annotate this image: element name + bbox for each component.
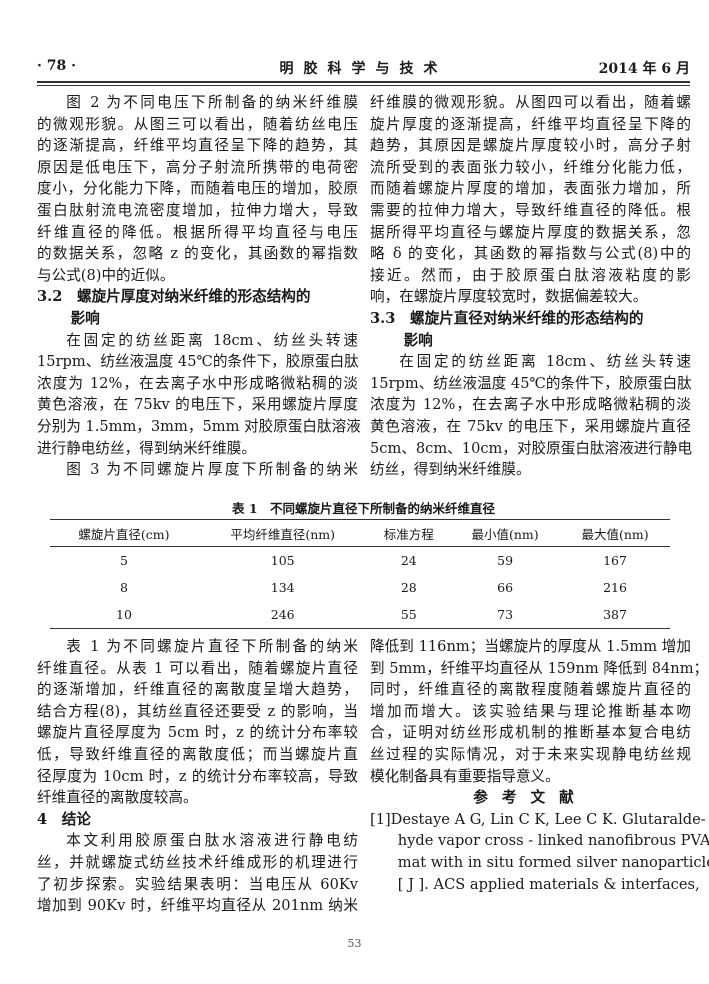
text-line: 到 5mm，纤维平均直径从 159nm 降低到 84nm；	[370, 659, 709, 677]
text-line: 原因是低电压下，高分子射流所携带的电荷密	[37, 158, 358, 176]
text-line: 纺丝，得到纳米纤维膜。	[370, 461, 531, 479]
text-line: 纤维直径。从表 1 可以看出，随着螺旋片直径	[37, 659, 358, 677]
text-line: 浓度为 12%，在去离子水中形成略微粘稠的淡	[37, 374, 358, 392]
text-line: 响，在螺旋片厚度较宽时，数据偏差较大。	[370, 288, 648, 306]
text-line: 5cm、8cm、10cm，对胶原蛋白肽溶液进行静电	[370, 439, 693, 457]
text-line: [1]Destaye A G, Lin C K, Lee C K. Glutar…	[370, 810, 706, 828]
table-header-row: 螺旋片直径(cm) 平均纤维直径(nm) 标准方程 最小值(nm) 最大值(nm…	[50, 519, 670, 547]
text-line: 的逐渐增加，纤维直径的离散度呈增大趋势，	[37, 681, 358, 699]
text-line: 模化制备具有重要指导意义。	[370, 767, 560, 785]
text-line: 在固定的纺丝距离 18cm、纺丝头转速	[66, 331, 358, 349]
text-line: 黄色溶液，在 75kv 的电压下，采用螺旋片直径	[370, 417, 691, 435]
table-cell: 246	[270, 607, 295, 622]
data-table: 螺旋片直径(cm) 平均纤维直径(nm) 标准方程 最小值(nm) 最大值(nm…	[50, 519, 670, 629]
text-line: 进行静电纺丝，得到纳米纤维膜。	[37, 439, 256, 457]
table-row: 10 246 55 73 387	[50, 601, 670, 629]
text-line: 结合方程(8)，其纺丝直径还要受 z 的影响，当	[37, 702, 358, 720]
column-header: 最大值(nm)	[581, 526, 649, 542]
journal-title: 明胶科学与技术	[279, 61, 448, 77]
table-cell: 134	[270, 580, 295, 595]
text-line: hyde vapor cross - linked nanofibrous PV…	[397, 832, 709, 850]
text-line: 在固定的纺丝距离 18cm、纺丝头转速	[399, 353, 691, 371]
text-line: 图 3 为不同螺旋片厚度下所制备的纳米	[66, 461, 358, 479]
table-cell: 387	[603, 607, 627, 622]
text-line: mat with in situ formed silver nanoparti…	[397, 853, 709, 871]
table-caption: 表 1 不同螺旋片直径下所制备的纳米纤维直径	[231, 501, 496, 516]
table-row: 5 105 24 59 167	[50, 547, 670, 575]
table-cell: 28	[400, 580, 417, 595]
section-heading: 3.2 螺旋片厚度对纳米纤维的形态结构的	[37, 288, 311, 306]
column-header: 最小值(nm)	[471, 526, 539, 542]
table-cell: 55	[400, 607, 417, 622]
table-cell: 167	[603, 553, 627, 568]
text-line: 增加到 90Kv 时，纤维平均直径从 201nm 纳米	[37, 897, 358, 915]
column-header: 标准方程	[383, 526, 434, 542]
text-line: 降低到 116nm；当螺旋片的厚度从 1.5mm 增加	[370, 638, 691, 655]
text-line: [ J ]. ACS applied materials & interface…	[397, 875, 700, 893]
text-line: 的逐渐提高，纤维平均直径呈下降的趋势，其	[37, 137, 358, 155]
text-line: 丝，并就螺旋式纺丝技术纤维成形的机理进行	[37, 853, 358, 871]
column-top-right: 纤维膜的微观形貌。从图四可以看出，随着螺 旋片厚度的逐渐提高，纤维平均直径呈下降的…	[370, 92, 693, 481]
text-line: 浓度为 12%，在去离子水中形成略微粘稠的淡	[370, 396, 691, 414]
column-header: 平均纤维直径(nm)	[230, 526, 336, 542]
text-line: 本文利用胶原蛋白肽水溶液进行静电纺	[66, 832, 358, 850]
section-heading: 3.3 螺旋片直径对纳米纤维的形态结构的	[370, 309, 644, 327]
table-cell: 216	[603, 580, 627, 595]
table-cell: 24	[400, 553, 417, 568]
text-line: 表 1 为不同螺旋片直径下所制备的纳米	[66, 638, 358, 655]
column-header: 螺旋片直径(cm)	[78, 526, 170, 542]
text-line: 的微观形貌。从图三可以看出，随着纺丝电压	[37, 115, 358, 133]
text-line: 纤维直径的降低。根据所得平均直径与电压	[37, 223, 358, 241]
text-line: 15rpm、纺丝液温度 45℃的条件下，胶原蛋白肽	[37, 353, 359, 371]
text-line: 需要的拉伸力增大，导致纤维直径的降低。根	[370, 201, 691, 219]
text-line: 纤维直径的离散度较高。	[37, 789, 198, 807]
table-cell: 5	[120, 553, 128, 568]
text-line: 的数据关系，忽略 z 的变化，其函数的幂指数	[37, 245, 358, 263]
table-cell: 59	[497, 553, 514, 568]
table-cell: 66	[497, 580, 514, 595]
page-number: · 78 ·	[37, 58, 76, 74]
text-line: 增加而增大。该实验结果与理论推断基本吻	[370, 702, 691, 720]
text-line: 了初步探索。实验结果表明：当电压从 60Kv	[37, 875, 358, 893]
running-header: · 78 · 明胶科学与技术 2014 年 6 月	[37, 58, 690, 78]
text-line: 据所得平均直径与螺旋片厚度的数据关系，忽	[370, 223, 691, 241]
section-heading: 影响	[403, 331, 433, 349]
text-line: 旋片厚度的逐渐提高，纤维平均直径呈下降的	[370, 115, 691, 133]
table-cell: 8	[120, 580, 128, 595]
text-line: 同时，纤维直径的离散程度随着螺旋片直径的	[370, 681, 691, 699]
text-line: 略 δ 的变化，其函数的幂指数与公式(8)中的	[370, 245, 691, 263]
footer-page-number: 53	[347, 937, 362, 950]
table-cell: 73	[497, 607, 514, 622]
section-heading: 参考文献	[473, 789, 588, 807]
text-line: 径厚度为 10cm 时，z 的统计分布率较高，导致	[37, 767, 358, 785]
text-line: 螺旋片直径厚度为 5cm 时，z 的统计分布率较	[37, 724, 358, 742]
text-line: 与公式(8)中的近似。	[37, 266, 175, 284]
text-line: 接近。然而，由于胶原蛋白肽溶液粘度的影	[370, 266, 691, 284]
section-heading: 影响	[70, 309, 100, 327]
table-row: 8 134 28 66 216	[50, 574, 670, 601]
text-line: 丝过程的实际情况，对于未来实现静电纺丝规	[370, 745, 691, 763]
text-line: 纤维膜的微观形貌。从图四可以看出，随着螺	[370, 94, 691, 111]
text-line: 图 2 为不同电压下所制备的纳米纤维膜	[66, 94, 358, 111]
text-line: 合，证明对纺丝形成机制的推断基本复合电纺	[370, 724, 691, 742]
text-line: 流所受到的表面张力较小，纤维分化能力低，	[370, 158, 691, 176]
header-rule	[37, 81, 690, 86]
section-heading: 4 结论	[37, 810, 91, 828]
issue-date: 2014 年 6 月	[598, 61, 690, 77]
text-line: 蛋白肽射流电流密度增加，拉伸力增大，导致	[37, 201, 358, 219]
text-line: 分别为 1.5mm，3mm，5mm 对胶原蛋白肽溶液	[37, 417, 361, 435]
text-line: 15rpm、纺丝液温度 45℃的条件下，胶原蛋白肽	[370, 374, 692, 392]
table-cell: 105	[270, 553, 295, 568]
column-bottom-right: 降低到 116nm；当螺旋片的厚度从 1.5mm 增加到 5mm，纤维平均直径从…	[370, 636, 709, 895]
text-line: 低，导致纤维直径的离散度低；而当螺旋片直	[37, 745, 358, 763]
text-line: 趋势，其原因是螺旋片厚度较小时，高分子射	[370, 137, 691, 155]
table-cell: 10	[116, 607, 132, 622]
text-line: 而随着螺旋片厚度的增加，表面张力增加，所	[370, 180, 691, 198]
text-line: 度小，分化能力下降，而随着电压的增加，胶原	[37, 180, 358, 198]
text-line: 黄色溶液，在 75kv 的电压下，采用螺旋片厚度	[37, 396, 358, 414]
column-top-left: 图 2 为不同电压下所制备的纳米纤维膜的微观形貌。从图三可以看出，随着纺丝电压的…	[37, 92, 361, 481]
column-bottom-left: 表 1 为不同螺旋片直径下所制备的纳米纤维直径。从表 1 可以看出，随着螺旋片直…	[37, 636, 358, 917]
